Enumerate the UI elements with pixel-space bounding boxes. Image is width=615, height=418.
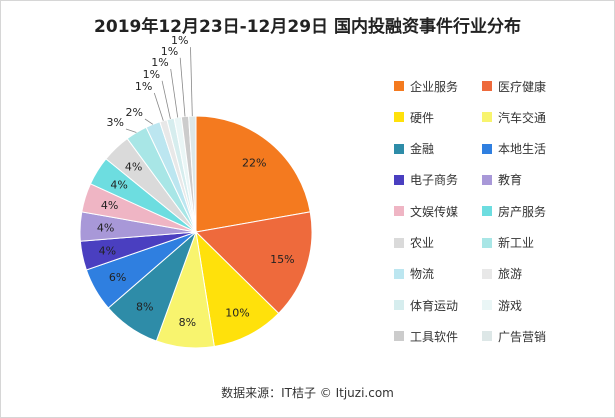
legend-label: 体育运动 bbox=[410, 298, 459, 313]
legend-swatch bbox=[482, 112, 492, 123]
legend-swatch bbox=[482, 174, 492, 185]
legend-swatch bbox=[482, 81, 492, 91]
slice-label-10: 4% bbox=[110, 178, 127, 191]
slice-label-15: 1% bbox=[143, 68, 160, 81]
legend-swatch bbox=[394, 331, 404, 342]
legend-label: 农业 bbox=[410, 236, 435, 250]
legend-label: 金融 bbox=[410, 142, 435, 157]
legend-item-10: 房产服务 bbox=[482, 201, 546, 221]
legend-swatch bbox=[482, 300, 492, 311]
slice-label-6: 6% bbox=[109, 271, 126, 284]
slice-label-7: 4% bbox=[99, 245, 116, 258]
slice-label-9: 4% bbox=[101, 199, 118, 212]
pie-slices bbox=[79, 115, 313, 349]
legend-label: 硬件 bbox=[410, 110, 435, 125]
legend-item-13: 物流 bbox=[394, 264, 434, 284]
legend-swatch bbox=[394, 112, 404, 123]
slice-label-18: 1% bbox=[171, 34, 188, 47]
slice-label-17: 1% bbox=[161, 45, 178, 58]
legend-item-2: 医疗健康 bbox=[482, 76, 546, 96]
legend-item-5: 金融 bbox=[394, 139, 434, 159]
leader-line-12 bbox=[125, 128, 137, 133]
slice-label-16: 1% bbox=[151, 56, 168, 69]
leader-line-18 bbox=[190, 47, 193, 117]
legend-swatch bbox=[482, 331, 492, 342]
legend-item-11: 农业 bbox=[394, 233, 434, 253]
legend-swatch bbox=[394, 237, 404, 248]
legend-item-18: 广告营销 bbox=[482, 326, 546, 346]
legend-label: 企业服务 bbox=[410, 79, 459, 94]
legend-item-17: 工具软件 bbox=[394, 326, 458, 346]
legend-item-12: 新工业 bbox=[482, 233, 534, 253]
slice-label-2: 15% bbox=[270, 253, 294, 266]
legend-label: 文娱传媒 bbox=[410, 204, 459, 219]
slice-label-4: 8% bbox=[179, 316, 196, 329]
slice-label-12: 3% bbox=[107, 116, 124, 129]
chart-title: 2019年12月23日-12月29日 国内投融资事件行业分布 bbox=[94, 17, 521, 37]
slice-label-5: 8% bbox=[136, 301, 153, 314]
pie-slice-3 bbox=[195, 230, 280, 348]
slice-label-11: 4% bbox=[125, 161, 142, 174]
legend-swatch bbox=[482, 143, 492, 154]
legend-label: 广告营销 bbox=[498, 329, 547, 344]
legend-item-1: 企业服务 bbox=[394, 76, 458, 96]
label-leader-lines bbox=[125, 47, 193, 133]
leader-line-14 bbox=[153, 92, 164, 121]
legend-item-4: 汽车交通 bbox=[482, 107, 546, 127]
legend-swatch bbox=[394, 143, 404, 154]
slice-label-3: 10% bbox=[225, 306, 249, 319]
legend-item-14: 旅游 bbox=[482, 264, 522, 284]
slice-label-14: 1% bbox=[135, 80, 152, 93]
legend-swatch bbox=[394, 206, 404, 217]
legend-label: 房产服务 bbox=[498, 204, 547, 219]
legend-label: 本地生活 bbox=[498, 142, 547, 157]
legend-label: 电子商务 bbox=[410, 173, 459, 188]
legend-item-8: 教育 bbox=[482, 170, 522, 190]
legend-item-7: 电子商务 bbox=[394, 170, 458, 190]
legend-label: 游戏 bbox=[498, 298, 523, 313]
legend-swatch bbox=[482, 268, 492, 279]
source-note: 数据来源：IT桔子 © Itjuzi.com bbox=[221, 386, 394, 400]
pie-slice-1 bbox=[195, 115, 311, 233]
leader-line-15 bbox=[161, 80, 171, 119]
slice-label-13: 2% bbox=[126, 106, 143, 119]
legend-item-15: 体育运动 bbox=[394, 295, 458, 315]
legend-label: 汽车交通 bbox=[498, 110, 547, 125]
legend-label: 新工业 bbox=[498, 236, 535, 250]
legend-swatch bbox=[482, 237, 492, 248]
legend-label: 物流 bbox=[410, 267, 435, 282]
slice-labels: 22%15%10%8%8%6%4%4%4%4%4%3%2%1%1%1%1%1% bbox=[97, 34, 295, 329]
legend-item-16: 游戏 bbox=[482, 295, 522, 315]
slice-label-8: 4% bbox=[97, 222, 114, 235]
legend-swatch bbox=[394, 81, 404, 91]
legend-label: 医疗健康 bbox=[498, 79, 547, 94]
legend-item-6: 本地生活 bbox=[482, 139, 546, 159]
legend-label: 旅游 bbox=[498, 267, 523, 282]
leader-line-13 bbox=[144, 118, 154, 125]
legend-label: 教育 bbox=[498, 173, 523, 188]
pie-slice-2 bbox=[194, 211, 313, 315]
legend-swatch bbox=[394, 268, 404, 279]
legend-item-3: 硬件 bbox=[394, 107, 434, 127]
legend-label: 工具软件 bbox=[410, 329, 459, 344]
legend-item-9: 文娱传媒 bbox=[394, 201, 458, 221]
leader-line-17 bbox=[179, 57, 186, 117]
legend-swatch bbox=[394, 300, 404, 311]
legend-swatch bbox=[394, 174, 404, 185]
slice-label-1: 22% bbox=[242, 157, 266, 170]
leader-line-16 bbox=[170, 68, 179, 118]
legend-swatch bbox=[482, 206, 492, 217]
